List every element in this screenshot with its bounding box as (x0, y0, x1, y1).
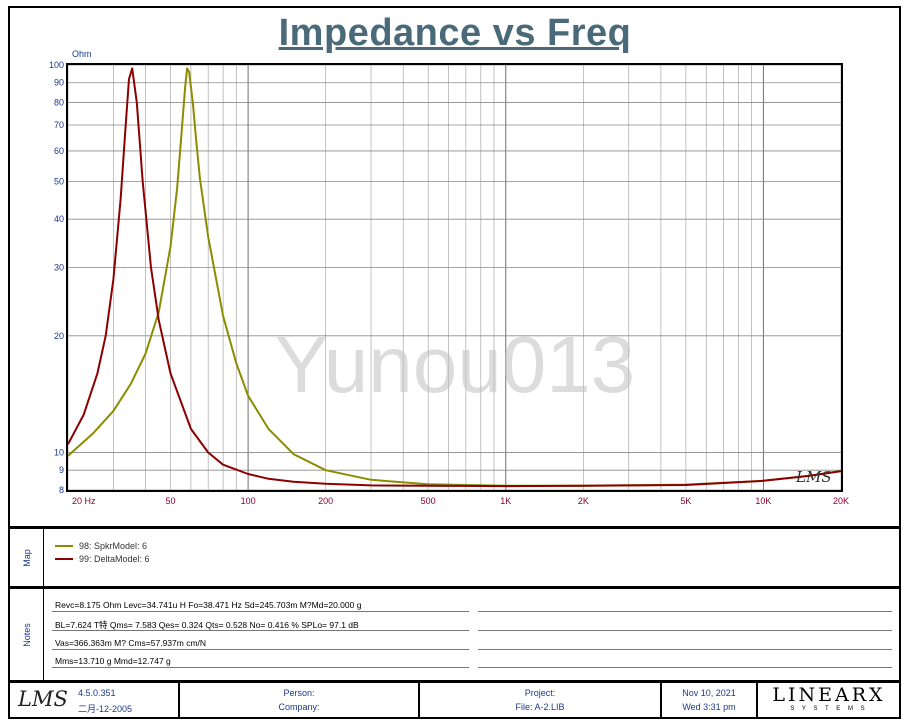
report-frame (8, 6, 901, 719)
rule (52, 611, 469, 612)
rule (478, 649, 892, 650)
footer-project-cell: Project: File: A-2.LIB (420, 683, 662, 717)
divider-bottom (10, 680, 900, 683)
x-tick-label: 1K (500, 496, 511, 506)
file-label: File: A-2.LIB (515, 702, 565, 712)
rule (478, 667, 892, 668)
project-label: Project: (524, 688, 556, 698)
chart-title: Impedance vs Freq (278, 12, 632, 54)
x-tick-label: 20 Hz (72, 496, 96, 506)
y-tick-label: 40 (54, 214, 64, 224)
tick-layer: 20 Hz 50 100 200 500 1K 2K 5K 10K 20K 100 90 80 70 60 5… (49, 60, 849, 506)
x-tick-label: 10K (755, 496, 771, 506)
grid-layer (67, 64, 842, 491)
map-section: Map (10, 529, 44, 586)
note-line-2: BL=7.624 T特 Qms= 7.583 Qes= 0.324 Qts= 0… (55, 620, 359, 630)
plot-border (66, 63, 843, 492)
company-label: Company: (278, 702, 320, 712)
series-line-spkrmodel (67, 67, 842, 487)
map-label: Map (21, 548, 32, 567)
footer: LMS 4.5.0.351 二月-12-2005 Person: Company… (10, 683, 900, 717)
x-tick-label: 5K (680, 496, 691, 506)
version-date: 二月-12-2005 (78, 704, 133, 714)
series-layer (67, 67, 842, 488)
brand-top: LINEARX (772, 684, 886, 706)
plot-logo: LMS (795, 468, 832, 486)
rule (52, 649, 469, 650)
legend-label: 98: SpkrModel: 6 (79, 540, 148, 551)
rule (478, 630, 892, 631)
y-tick-label: 100 (49, 60, 64, 70)
legend-item: 98: SpkrModel: 6 (55, 539, 150, 552)
y-tick-label: 70 (54, 120, 64, 130)
brand-bottom: S Y S T E M S (790, 706, 868, 712)
report-time: Wed 3:31 pm (682, 702, 736, 712)
rule (478, 611, 892, 612)
divider-mid (10, 586, 900, 589)
x-tick-label: 500 (421, 496, 436, 506)
footer-person-cell: Person: Company: (180, 683, 420, 717)
y-tick-label: 90 (54, 78, 64, 88)
y-tick-label: 60 (54, 146, 64, 156)
y-tick-label: 30 (54, 263, 64, 273)
legend-swatch (55, 544, 73, 547)
legend-swatch (55, 557, 73, 560)
note-line-1: Revc=8.175 Ohm Levc=34.741u H Fo=38.471 … (55, 600, 362, 610)
report-date: Nov 10, 2021 (682, 688, 736, 698)
notes-section: Notes (10, 589, 44, 680)
linearx-logo: LINEARX S Y S T E M S (758, 683, 900, 717)
note-line-4: Mms=13.710 g Mmd=12.747 g (55, 656, 171, 666)
rule (52, 630, 469, 631)
rule (52, 667, 469, 668)
x-tick-label: 200 (318, 496, 333, 506)
legend: 98: SpkrModel: 6 99: DeltaModel: 6 (55, 539, 150, 565)
notes-label: Notes (21, 622, 32, 647)
y-tick-label: 20 (54, 331, 64, 341)
lms-logo: LMS (18, 687, 68, 711)
x-tick-label: 2K (578, 496, 589, 506)
person-label: Person: (283, 688, 315, 698)
x-tick-label: 100 (241, 496, 256, 506)
version-number: 4.5.0.351 (78, 688, 116, 698)
series-line-deltamodel (67, 67, 842, 488)
y-tick-label: 9 (59, 465, 64, 475)
watermark-text: Yunou013 (275, 320, 635, 409)
x-tick-label: 50 (166, 496, 176, 506)
legend-label: 99: DeltaModel: 6 (79, 553, 150, 564)
footer-date-cell: Nov 10, 2021 Wed 3:31 pm (662, 683, 758, 717)
y-tick-label: 80 (54, 98, 64, 108)
y-tick-label: 8 (59, 485, 64, 495)
y-tick-label: 10 (54, 447, 64, 457)
y-axis-label: Ohm (72, 49, 92, 59)
note-line-3: Vas=366.363m M? Cms=57.937m cm/N (55, 638, 207, 648)
y-tick-label: 50 (54, 177, 64, 187)
legend-item: 99: DeltaModel: 6 (55, 552, 150, 565)
x-tick-label: 20K (833, 496, 849, 506)
footer-version-cell: LMS 4.5.0.351 二月-12-2005 (10, 683, 180, 717)
divider-top (10, 526, 900, 529)
